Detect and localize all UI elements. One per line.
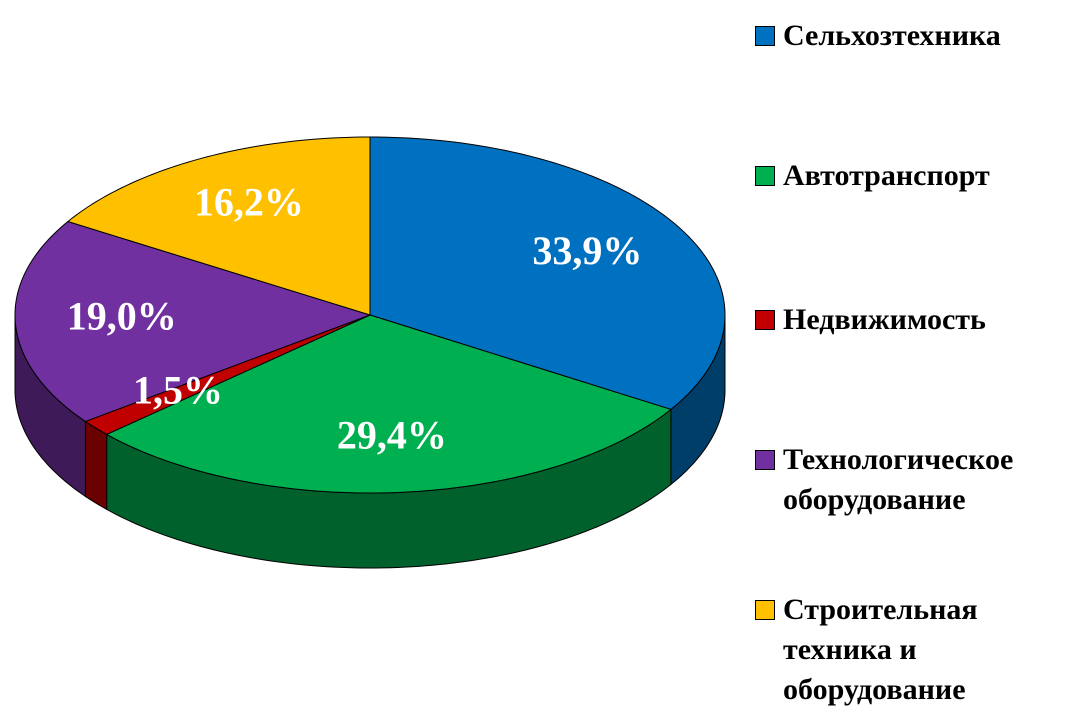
legend-label: Технологическое оборудование <box>783 443 1014 516</box>
data-label: 19,0% <box>67 294 177 339</box>
slice <box>105 314 672 494</box>
slice <box>66 136 371 316</box>
legend-item: Недвижимость <box>755 300 1070 340</box>
slice-side <box>84 420 108 511</box>
legend-item: Строительная техника и оборудование <box>755 590 1070 710</box>
legend-item: Технологическое оборудование <box>755 440 1070 520</box>
slice <box>14 220 372 422</box>
legend-item: Автотранспорт <box>755 156 1070 196</box>
data-label: 33,9% <box>532 228 642 273</box>
data-label: 29,4% <box>337 412 447 457</box>
legend-swatch <box>755 600 775 620</box>
legend-swatch <box>755 166 775 186</box>
data-label: 16,2% <box>194 179 304 224</box>
legend-label: Сельхозтехника <box>783 19 1001 52</box>
legend-label: Строительная техника и оборудование <box>783 593 978 706</box>
legend-swatch <box>755 450 775 470</box>
legend-item: Сельхозтехника <box>755 16 1070 56</box>
legend-label: Недвижимость <box>783 303 986 336</box>
legend-swatch <box>755 26 775 46</box>
data-label: 1,5% <box>133 367 223 412</box>
pie-area: 33,9% 29,4% 1,5% 19,0% 16,2% <box>14 136 726 569</box>
legend-label: Автотранспорт <box>783 159 990 192</box>
legend-swatch <box>755 310 775 330</box>
slice <box>369 136 726 410</box>
slice <box>84 314 371 435</box>
